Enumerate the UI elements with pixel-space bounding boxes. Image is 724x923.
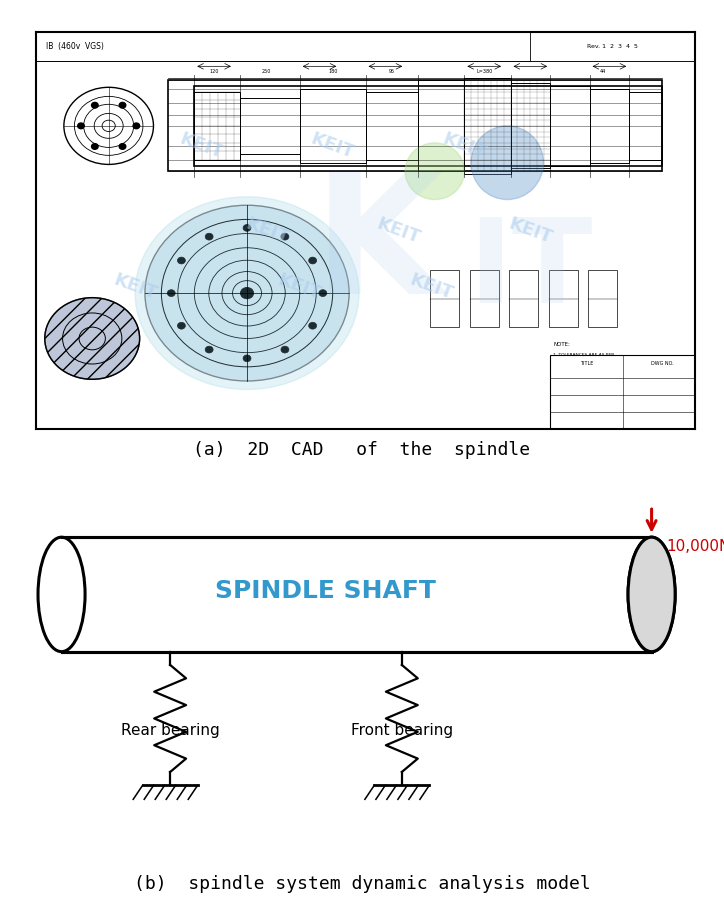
Circle shape xyxy=(91,144,98,150)
Text: KEIT: KEIT xyxy=(275,271,324,304)
Ellipse shape xyxy=(405,143,465,199)
Circle shape xyxy=(167,290,175,296)
Circle shape xyxy=(281,234,289,240)
Circle shape xyxy=(133,123,140,128)
Circle shape xyxy=(177,322,185,330)
Bar xyxy=(36,32,695,61)
Text: KEIT: KEIT xyxy=(440,129,489,162)
Bar xyxy=(465,78,510,174)
Bar xyxy=(550,355,695,429)
Circle shape xyxy=(145,205,349,381)
Text: KEIT: KEIT xyxy=(243,214,291,247)
Text: Rev. 1  2  3  4  5: Rev. 1 2 3 4 5 xyxy=(587,44,638,49)
Text: KEIT: KEIT xyxy=(308,129,357,162)
Text: KEIT: KEIT xyxy=(506,214,555,247)
Bar xyxy=(62,537,652,652)
Text: (a)  2D  CAD   of  the  spindle: (a) 2D CAD of the spindle xyxy=(193,441,531,460)
Bar xyxy=(549,270,578,327)
Text: K: K xyxy=(314,166,443,330)
Circle shape xyxy=(308,322,316,330)
Bar xyxy=(550,86,589,165)
Bar xyxy=(194,92,240,160)
Bar xyxy=(589,270,618,327)
Text: 95: 95 xyxy=(389,69,395,75)
Circle shape xyxy=(119,144,126,150)
Text: 250: 250 xyxy=(262,69,272,75)
Text: L=380: L=380 xyxy=(476,69,492,75)
Bar xyxy=(62,537,357,652)
Bar xyxy=(300,89,366,162)
Bar xyxy=(629,92,662,160)
Text: SPINDLE SHAFT: SPINDLE SHAFT xyxy=(215,579,437,603)
Bar xyxy=(589,89,629,162)
Text: 44: 44 xyxy=(599,69,606,75)
Text: DWG NO.: DWG NO. xyxy=(651,362,673,366)
Text: 180: 180 xyxy=(328,69,337,75)
Bar xyxy=(530,32,695,61)
Text: Front bearing: Front bearing xyxy=(350,724,453,738)
Circle shape xyxy=(45,297,140,379)
Text: 120: 120 xyxy=(209,69,219,75)
Circle shape xyxy=(243,355,251,362)
Bar xyxy=(470,270,499,327)
Bar xyxy=(510,83,550,168)
Circle shape xyxy=(91,102,98,108)
Circle shape xyxy=(243,224,251,232)
Bar xyxy=(62,537,652,652)
Bar xyxy=(418,80,465,172)
Text: Rear bearing: Rear bearing xyxy=(121,724,219,738)
Text: IB  (460v  VGS): IB (460v VGS) xyxy=(46,42,104,51)
Text: KEIT: KEIT xyxy=(177,129,225,162)
Circle shape xyxy=(177,258,185,264)
Circle shape xyxy=(77,123,84,128)
Text: TITLE: TITLE xyxy=(580,362,593,366)
Bar xyxy=(509,270,538,327)
Circle shape xyxy=(205,234,213,240)
Bar xyxy=(168,80,662,172)
Text: KEIT: KEIT xyxy=(407,271,456,304)
Circle shape xyxy=(205,346,213,353)
Ellipse shape xyxy=(628,537,675,652)
Bar xyxy=(194,86,662,165)
Circle shape xyxy=(308,258,316,264)
Text: (b)  spindle system dynamic analysis model: (b) spindle system dynamic analysis mode… xyxy=(134,875,590,893)
Bar xyxy=(430,270,459,327)
Text: KEIT: KEIT xyxy=(374,214,423,247)
Text: 1. TOLERANCES ARE AS PER ...: 1. TOLERANCES ARE AS PER ... xyxy=(553,353,620,356)
Text: NOTE:: NOTE: xyxy=(553,342,571,347)
Text: 10,000N: 10,000N xyxy=(666,539,724,555)
Text: IT: IT xyxy=(468,213,592,328)
Circle shape xyxy=(240,287,253,299)
Bar xyxy=(366,92,418,160)
Bar xyxy=(240,98,300,154)
Ellipse shape xyxy=(135,197,359,390)
Circle shape xyxy=(119,102,126,108)
Circle shape xyxy=(319,290,327,296)
Text: KEIT: KEIT xyxy=(111,271,159,304)
Ellipse shape xyxy=(38,537,85,652)
Ellipse shape xyxy=(471,126,544,199)
Circle shape xyxy=(281,346,289,353)
Ellipse shape xyxy=(628,537,675,652)
